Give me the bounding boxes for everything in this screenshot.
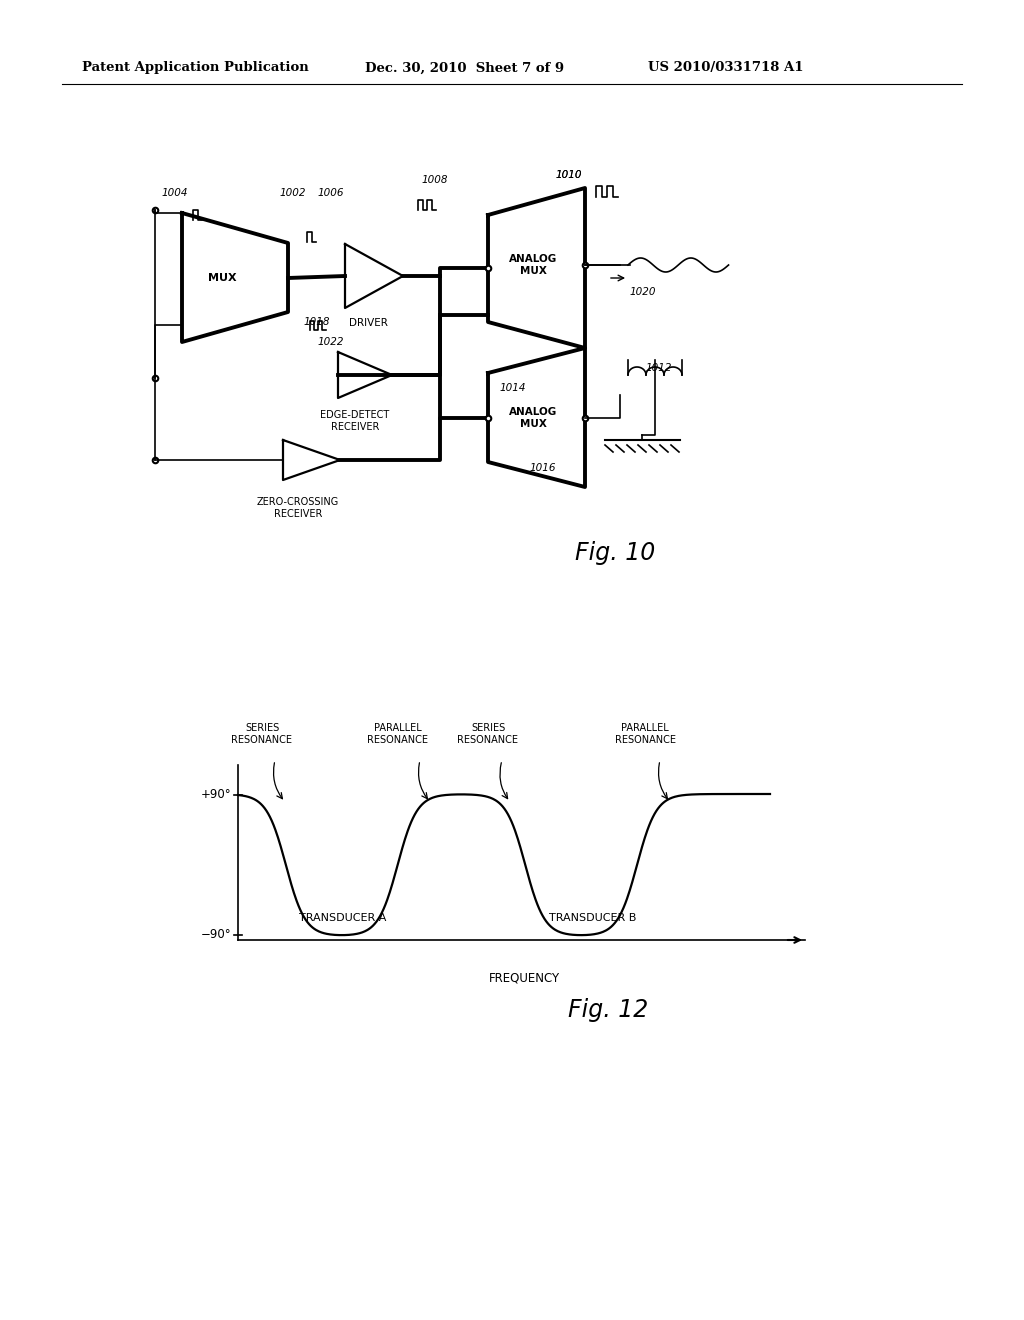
Text: 1004: 1004 <box>162 187 188 198</box>
Text: 1018: 1018 <box>303 317 330 327</box>
Text: SERIES
RESONANCE: SERIES RESONANCE <box>458 723 518 744</box>
Text: SERIES
RESONANCE: SERIES RESONANCE <box>231 723 293 744</box>
Text: 1006: 1006 <box>318 187 344 198</box>
Text: ANALOG
MUX: ANALOG MUX <box>509 407 557 429</box>
Text: EDGE-DETECT
RECEIVER: EDGE-DETECT RECEIVER <box>321 411 389 432</box>
Text: PARALLEL
RESONANCE: PARALLEL RESONANCE <box>368 723 428 744</box>
Text: 1008: 1008 <box>422 176 449 185</box>
Text: ANALOG
MUX: ANALOG MUX <box>509 255 557 276</box>
Text: 1016: 1016 <box>530 463 556 473</box>
Text: MUX: MUX <box>208 273 237 282</box>
Text: PARALLEL
RESONANCE: PARALLEL RESONANCE <box>614 723 676 744</box>
Text: Dec. 30, 2010  Sheet 7 of 9: Dec. 30, 2010 Sheet 7 of 9 <box>365 62 564 74</box>
Text: ZERO-CROSSING
RECEIVER: ZERO-CROSSING RECEIVER <box>257 498 339 519</box>
Text: +90°: +90° <box>201 788 231 801</box>
Text: 1010: 1010 <box>555 170 582 180</box>
Text: Fig. 12: Fig. 12 <box>568 998 648 1022</box>
Text: 1022: 1022 <box>318 337 344 347</box>
Text: 1012: 1012 <box>645 363 672 374</box>
Text: TRANSDUCER B: TRANSDUCER B <box>549 913 637 923</box>
Text: −90°: −90° <box>201 928 231 941</box>
Text: Patent Application Publication: Patent Application Publication <box>82 62 309 74</box>
Text: TRANSDUCER A: TRANSDUCER A <box>299 913 387 923</box>
Text: 1020: 1020 <box>630 286 656 297</box>
Text: FREQUENCY: FREQUENCY <box>488 972 559 985</box>
Text: 1002: 1002 <box>280 187 306 198</box>
Text: DRIVER: DRIVER <box>348 318 387 327</box>
Text: Fig. 10: Fig. 10 <box>574 541 655 565</box>
Text: 1014: 1014 <box>500 383 526 393</box>
Text: US 2010/0331718 A1: US 2010/0331718 A1 <box>648 62 804 74</box>
Text: 1010: 1010 <box>555 170 582 180</box>
